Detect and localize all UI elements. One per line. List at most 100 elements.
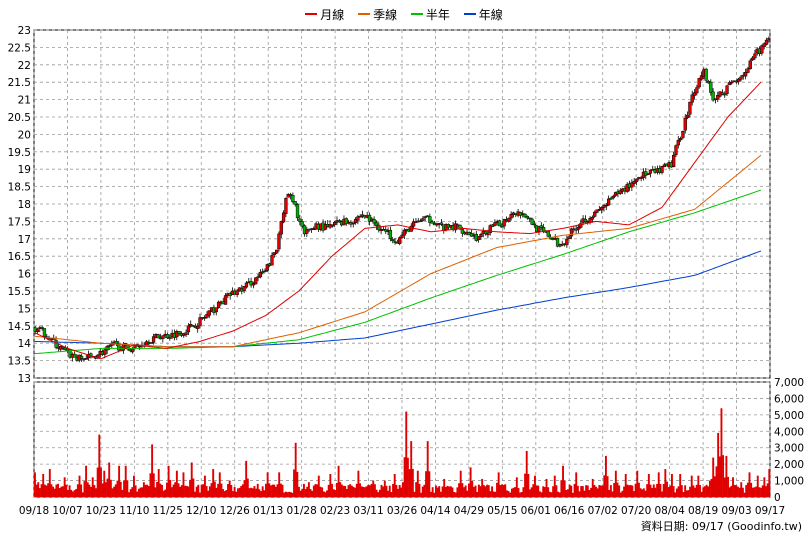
volume-bar xyxy=(268,483,271,497)
candle-body xyxy=(439,222,444,225)
candle-body xyxy=(644,171,648,176)
candle-body xyxy=(156,334,160,339)
volume-bar xyxy=(90,486,93,497)
price-tick-label: 20 xyxy=(18,129,31,141)
volume-bar xyxy=(405,411,408,497)
volume-bar xyxy=(217,483,220,497)
candle-body xyxy=(743,72,748,77)
volume-tick-label: 0 xyxy=(774,492,781,504)
volume-bar xyxy=(555,485,558,497)
volume-bar xyxy=(548,491,551,497)
volume-bar xyxy=(418,483,421,497)
volume-bar xyxy=(383,480,386,497)
volume-bar xyxy=(515,477,518,497)
volume-bar xyxy=(459,470,462,497)
volume-bar xyxy=(246,478,249,497)
volume-bar xyxy=(406,457,409,497)
volume-bar xyxy=(497,472,500,497)
volume-bar xyxy=(100,467,102,497)
candle-body xyxy=(486,233,490,236)
price-tick-label: 14 xyxy=(18,338,32,350)
volume-bar xyxy=(740,482,743,497)
volume-bar xyxy=(451,487,454,497)
volume-bar xyxy=(388,485,391,497)
volume-bar xyxy=(710,478,713,497)
volume-bar xyxy=(552,486,555,497)
candle-body xyxy=(532,223,536,226)
volume-bar xyxy=(398,485,401,497)
x-tick-label: 09/17 xyxy=(755,505,785,517)
x-tick-label: 08/04 xyxy=(655,505,686,517)
volume-bar xyxy=(547,487,550,497)
volume-bar xyxy=(232,491,234,497)
volume-bar xyxy=(765,486,767,497)
volume-bar xyxy=(512,487,515,497)
candle-body xyxy=(716,95,720,100)
volume-bar xyxy=(651,487,654,497)
volume-bar xyxy=(717,432,720,497)
volume-bar xyxy=(760,487,762,497)
volume-bar xyxy=(741,487,744,497)
volume-bar xyxy=(449,486,452,497)
volume-bar xyxy=(316,484,319,497)
volume-bar xyxy=(152,473,155,497)
volume-bar xyxy=(321,487,324,497)
candle-body xyxy=(625,184,629,192)
candle-body xyxy=(305,229,309,234)
volume-bar xyxy=(385,485,388,497)
volume-bar xyxy=(517,487,520,497)
volume-bar xyxy=(288,491,291,497)
volume-bar xyxy=(723,477,726,497)
candle-body xyxy=(704,68,708,81)
candle-body xyxy=(398,237,402,244)
volume-bar xyxy=(106,478,109,497)
volume-bar xyxy=(260,491,262,497)
volume-bar xyxy=(243,480,246,497)
candle-body xyxy=(358,215,362,218)
volume-bar xyxy=(187,486,190,497)
volume-bar xyxy=(545,478,548,497)
volume-bar xyxy=(623,486,626,497)
volume-bar xyxy=(157,469,160,497)
volume-bar xyxy=(624,474,627,497)
volume-bar xyxy=(595,486,597,497)
volume-bar xyxy=(377,492,380,497)
volume-bar xyxy=(276,484,279,497)
candle-body xyxy=(681,130,685,138)
candle-body xyxy=(356,216,360,221)
candle-body xyxy=(261,271,265,273)
candle-body xyxy=(256,276,260,279)
volume-bar xyxy=(357,470,360,497)
candle-body xyxy=(333,222,337,226)
volume-bar xyxy=(616,482,619,497)
candle-body xyxy=(523,213,527,218)
volume-bar xyxy=(763,477,766,497)
volume-bar xyxy=(274,486,277,497)
legend-item-year: 年線 xyxy=(463,6,503,23)
volume-bar xyxy=(57,483,60,497)
candle-body xyxy=(509,214,513,219)
candle-body xyxy=(460,229,465,234)
volume-bar xyxy=(354,487,357,497)
volume-bar xyxy=(423,484,426,497)
volume-bar xyxy=(233,487,236,497)
volume-bar xyxy=(657,472,660,497)
volume-bar xyxy=(588,490,591,497)
candle-body xyxy=(767,38,771,40)
volume-bar xyxy=(223,491,226,497)
volume-bar xyxy=(436,487,439,497)
volume-bar xyxy=(251,488,254,497)
volume-bar xyxy=(40,484,43,497)
volume-bar xyxy=(215,487,218,497)
volume-bar xyxy=(431,487,434,497)
volume-bar xyxy=(728,487,731,497)
volume-bar xyxy=(327,484,330,497)
volume-bar xyxy=(408,469,411,497)
candle-body xyxy=(725,85,729,94)
volume-bar xyxy=(86,482,89,497)
candle-body xyxy=(277,233,281,250)
candle-body xyxy=(40,327,44,329)
volume-bar xyxy=(573,483,576,497)
volume-bar xyxy=(70,489,73,497)
